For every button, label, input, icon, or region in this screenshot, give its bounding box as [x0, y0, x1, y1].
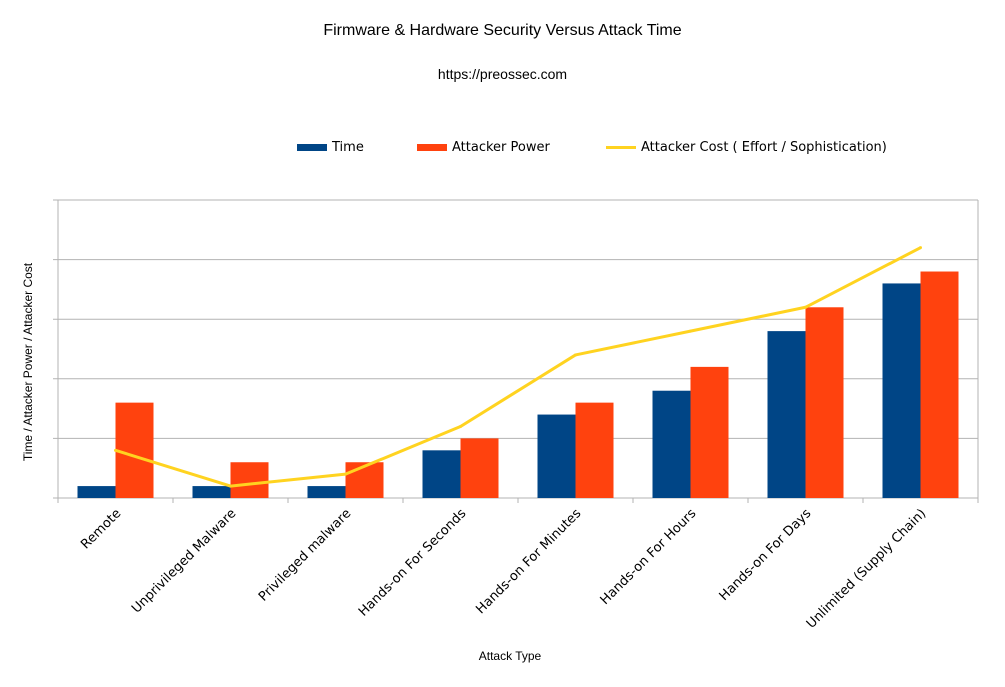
point-attacker-cost-3 [459, 424, 462, 428]
bar-power-2 [345, 462, 384, 498]
x-tick-label: Remote [78, 506, 124, 552]
bar-power-3 [460, 438, 499, 498]
bar-time-5 [652, 390, 691, 498]
point-attacker-cost-4 [574, 353, 577, 357]
point-attacker-cost-2 [344, 472, 347, 476]
bar-time-2 [307, 486, 346, 498]
legend-swatch-power [417, 144, 447, 151]
legend-swatch-cost [606, 146, 636, 149]
y-axis-title: Time / Attacker Power / Attacker Cost [21, 262, 35, 461]
x-tick-label: Privileged malware [256, 506, 354, 604]
legend: Time Attacker Power Attacker Cost ( Effo… [0, 140, 1005, 160]
bar-power-4 [575, 402, 614, 498]
x-tick-label: Hands-on For Seconds [356, 506, 470, 620]
bar-time-7 [882, 283, 921, 498]
legend-swatch-time [297, 144, 327, 151]
bar-power-5 [690, 366, 729, 498]
point-attacker-cost-7 [919, 246, 922, 250]
point-attacker-cost-6 [804, 305, 807, 309]
bar-power-6 [805, 307, 844, 498]
x-axis-title: Attack Type [479, 649, 542, 663]
legend-item-power: Attacker Power [417, 140, 550, 155]
point-attacker-cost-5 [689, 329, 692, 333]
bar-power-0 [115, 402, 154, 498]
bar-time-0 [77, 486, 116, 498]
chart-title: Firmware & Hardware Security Versus Atta… [323, 22, 682, 39]
bar-time-3 [422, 450, 461, 498]
x-tick-label: Hands-on For Hours [598, 506, 700, 608]
legend-label-power: Attacker Power [452, 140, 550, 155]
bar-time-1 [192, 486, 231, 498]
x-tick-label: Unlimited (Supply Chain) [804, 506, 929, 631]
x-tick-label: Hands-on For Minutes [473, 506, 584, 617]
bar-power-1 [230, 462, 269, 498]
chart-subtitle: https://preossec.com [437, 66, 568, 82]
x-tick-label: Hands-on For Days [717, 506, 815, 604]
legend-item-cost: Attacker Cost ( Effort / Sophistication) [606, 140, 887, 155]
point-attacker-cost-1 [229, 484, 232, 488]
legend-item-time: Time [297, 140, 364, 155]
legend-label-cost: Attacker Cost ( Effort / Sophistication) [641, 140, 887, 155]
bar-time-4 [537, 414, 576, 498]
legend-label-time: Time [332, 140, 364, 155]
point-attacker-cost-0 [114, 448, 117, 452]
x-tick-label: Unprivileged Malware [129, 506, 239, 616]
line-attacker-cost [115, 246, 922, 488]
bar-time-6 [767, 331, 806, 498]
bar-power-7 [920, 271, 959, 498]
